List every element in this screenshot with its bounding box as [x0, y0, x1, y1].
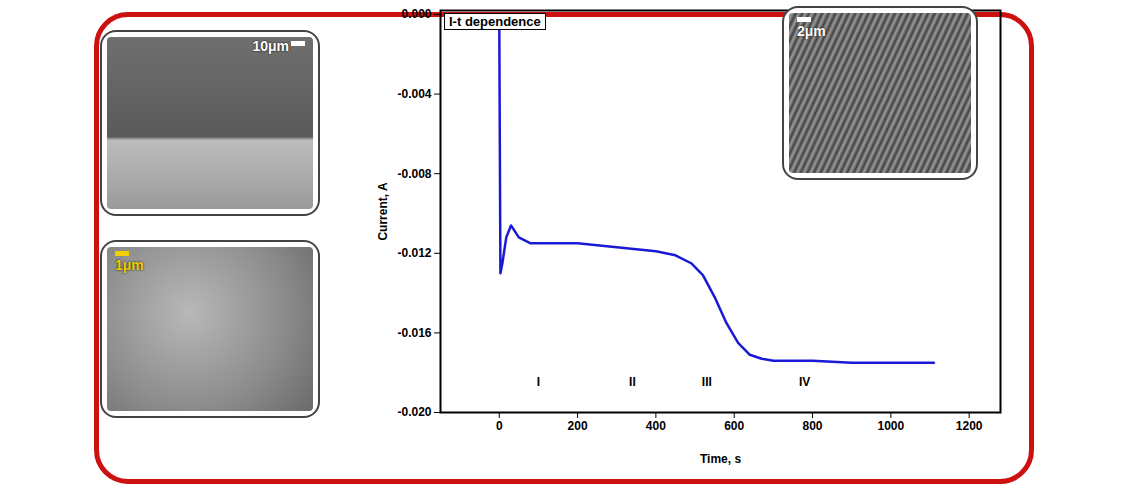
html-text:10μm: 10μm [252, 38, 289, 54]
svg-text:0.000: 0.000 [401, 7, 431, 21]
svg-text:400: 400 [646, 419, 666, 433]
svg-text:IV: IV [799, 375, 810, 389]
svg-text:Current, A: Current, A [376, 182, 390, 241]
html-text:1μm: 1μm [115, 257, 144, 273]
svg-text:I: I [537, 375, 540, 389]
svg-text:-0.016: -0.016 [397, 326, 431, 340]
svg-text:-0.012: -0.012 [397, 246, 431, 260]
svg-text:-0.020: -0.020 [397, 405, 431, 419]
svg-text:0: 0 [496, 419, 503, 433]
svg-text:-0.008: -0.008 [397, 167, 431, 181]
svg-text:800: 800 [803, 419, 823, 433]
svg-text:III: III [702, 375, 712, 389]
svg-text:1000: 1000 [877, 419, 904, 433]
svg-text:-0.004: -0.004 [397, 87, 431, 101]
html-text:I-t dependence: I-t dependence [449, 14, 541, 29]
svg-text:II: II [629, 375, 636, 389]
svg-text:Time, s: Time, s [700, 452, 741, 466]
svg-text:600: 600 [724, 419, 744, 433]
html-text:2μm: 2μm [797, 23, 826, 39]
svg-text:1200: 1200 [956, 419, 983, 433]
svg-text:200: 200 [568, 419, 588, 433]
